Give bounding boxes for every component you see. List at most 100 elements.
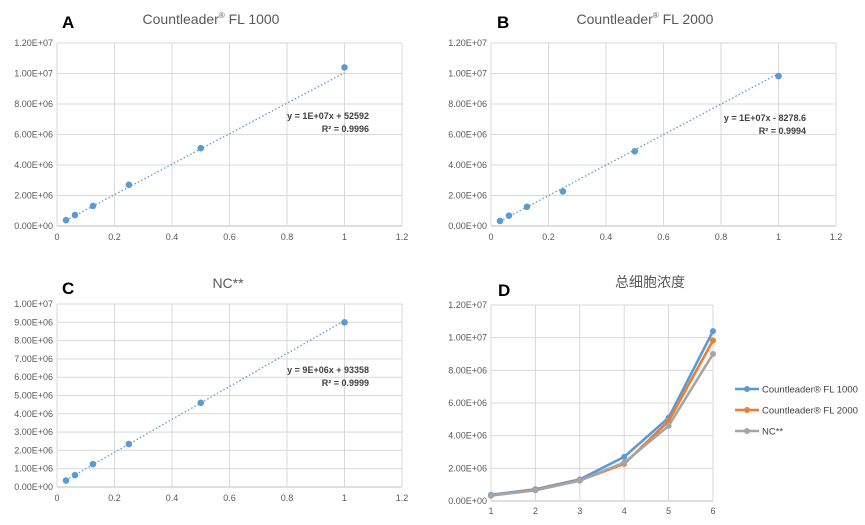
series-point	[488, 492, 494, 499]
data-point	[496, 217, 504, 225]
chart-title-model: FL 2000	[659, 11, 714, 27]
y-tick-label: 9.00E+06	[14, 317, 53, 327]
y-tick-label: 3.00E+06	[14, 427, 53, 437]
chart-title-registered-mark: ®	[653, 11, 659, 20]
y-tick-label: 0.00E+00	[14, 221, 53, 231]
trendline-equation: y = 1E+07x - 8278.6	[724, 113, 806, 123]
r-squared-label: R² = 0.9994	[759, 126, 806, 136]
data-point	[71, 211, 79, 219]
y-tick-label: 7.00E+06	[14, 354, 53, 364]
data-point	[125, 440, 133, 448]
chart-title: Countleader® FL 2000	[577, 11, 714, 27]
series-point	[710, 337, 716, 344]
y-tick-label: 2.00E+06	[448, 191, 487, 201]
legend-marker	[744, 407, 750, 413]
y-tick-label: 4.00E+06	[14, 160, 53, 170]
legend-label: Countleader® FL 1000	[762, 385, 858, 396]
legend-marker	[744, 428, 750, 434]
y-tick-label: 0.00E+00	[448, 221, 487, 231]
y-tick-label: 8.00E+06	[14, 336, 53, 346]
chart-panel-b: B Countleader® FL 2000 0.00E+00 2.00E+06 4.0…	[448, 11, 842, 242]
y-tick-label: 6.00E+06	[14, 372, 53, 382]
y-tick-label: 1.20E+07	[14, 38, 53, 48]
x-tick-label: 0.6	[223, 232, 236, 242]
series-line	[490, 353, 715, 497]
data-point	[523, 203, 531, 211]
y-tick-label: 8.00E+06	[448, 99, 487, 109]
legend-marker	[744, 386, 750, 392]
data-point	[775, 72, 782, 80]
x-tick-label: 6	[710, 506, 715, 516]
y-tick-label: 6.00E+06	[448, 398, 487, 408]
panel-letter: D	[498, 281, 510, 300]
x-tick-label: 5	[666, 506, 671, 516]
trendline	[499, 73, 779, 222]
x-tick-label: 0	[54, 493, 59, 503]
series-point	[665, 422, 672, 429]
data-point	[559, 188, 567, 195]
x-tick-label: 0.2	[108, 493, 121, 503]
series-point	[710, 328, 716, 335]
y-tick-label: 1.00E+06	[14, 464, 53, 474]
x-tick-label: 1	[342, 493, 347, 503]
data-point	[89, 202, 97, 210]
y-tick-label: 4.00E+06	[14, 409, 53, 419]
x-tick-label: 0.6	[657, 232, 670, 242]
data-point	[62, 216, 70, 224]
chart-title: 总细胞浓度	[615, 275, 685, 291]
chart-title-main: Countleader	[143, 11, 220, 27]
x-tick-label: 0	[488, 232, 493, 242]
y-tick-label: 1.20E+07	[448, 300, 487, 310]
panel-letter: B	[497, 13, 509, 32]
chart-title: Countleader® FL 1000	[143, 11, 280, 27]
panel-letter: A	[62, 13, 74, 32]
x-tick-label: 1.2	[396, 493, 409, 503]
x-tick-label: 0.4	[166, 232, 179, 242]
data-point	[341, 319, 348, 326]
y-tick-label: 8.00E+06	[14, 99, 53, 109]
x-tick-label: 1.2	[396, 232, 409, 242]
y-tick-label: 1.20E+07	[448, 38, 487, 48]
x-tick-label: 0.4	[166, 493, 179, 503]
x-tick-label: 1	[488, 506, 493, 516]
y-tick-label: 2.00E+06	[14, 191, 53, 201]
y-tick-label: 0.00E+00	[14, 482, 53, 492]
data-point	[631, 147, 639, 155]
y-tick-label: 4.00E+06	[448, 431, 487, 441]
y-tick-label: 6.00E+06	[448, 130, 487, 140]
series-point	[621, 459, 628, 466]
x-tick-label: 3	[577, 506, 582, 516]
series-point	[710, 351, 716, 357]
trendline-equation: y = 1E+07x + 52592	[287, 111, 369, 121]
y-tick-label: 4.00E+06	[448, 160, 487, 170]
x-tick-label: 1.2	[830, 232, 843, 242]
trendline	[65, 72, 345, 222]
series-point	[621, 453, 628, 460]
data-point	[89, 460, 97, 468]
x-tick-label: 0.6	[223, 493, 236, 503]
r-squared-label: R² = 0.9999	[322, 378, 369, 388]
x-tick-label: 1	[776, 232, 781, 242]
chart-panel-d: D 总细胞浓度 0.00E+00 2.00E+06 4.00E+06 6.00E+06 8.…	[448, 275, 858, 516]
x-tick-label: 0.8	[715, 232, 728, 242]
x-tick-label: 0	[54, 232, 59, 242]
x-tick-label: 1	[342, 232, 347, 242]
x-tick-label: 2	[533, 506, 538, 516]
chart-title: NC**	[212, 275, 244, 291]
x-tick-label: 0.2	[542, 232, 555, 242]
y-tick-label: 6.00E+06	[14, 130, 53, 140]
y-tick-label: 0.00E+00	[448, 496, 487, 506]
y-tick-label: 1.00E+07	[14, 69, 53, 79]
r-squared-label: R² = 0.9996	[322, 124, 369, 134]
data-point	[341, 64, 348, 71]
panel-letter: C	[62, 279, 74, 298]
y-tick-label: 2.00E+06	[448, 463, 487, 473]
chart-title-model: FL 1000	[225, 11, 280, 27]
chart-title-main: NC**	[212, 275, 244, 291]
data-point	[125, 181, 133, 189]
chart-panel-c: C NC** 0.00E+00 1.00E+06 2.00E+06 3.00E+06 4.0…	[14, 275, 408, 503]
trendline-equation: y = 9E+06x + 93358	[287, 365, 369, 375]
y-tick-label: 1.00E+07	[14, 299, 53, 309]
chart-title-registered-mark: ®	[219, 11, 225, 20]
